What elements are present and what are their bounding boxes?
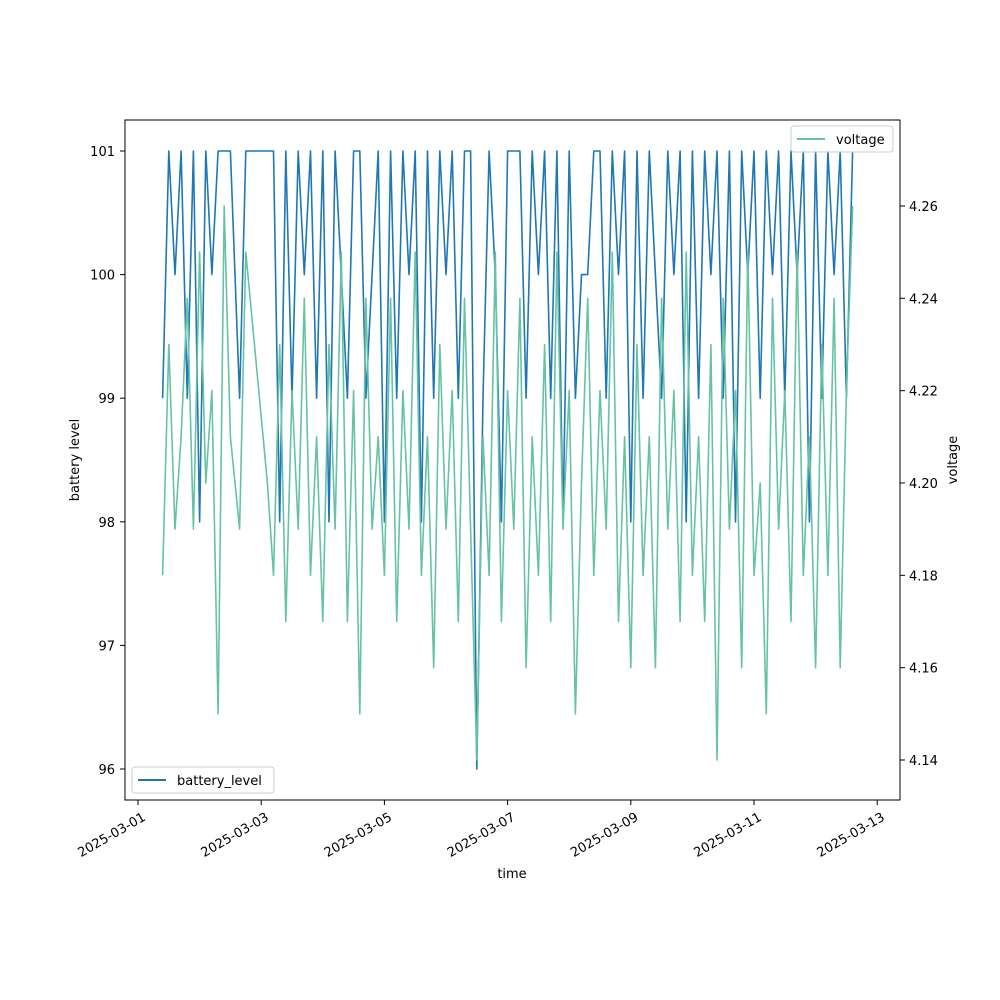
plot-frame (124, 119, 901, 801)
y-left-tick-label: 96 (98, 763, 115, 778)
x-tick-label: 2025-03-03 (199, 810, 272, 861)
y-right-tick-label: 4.26 (909, 200, 938, 215)
y-axis-left-label: battery level (68, 419, 83, 502)
y-right-tick-label: 4.18 (909, 569, 938, 584)
legend-battery-label: battery_level (177, 774, 262, 789)
y-axis-left: 96 97 98 99 100 101 (90, 145, 125, 778)
series-line-battery-level (161, 150, 854, 770)
x-axis: 2025-03-01 2025-03-03 2025-03-05 2025-03-07… (75, 800, 888, 861)
y-right-tick-label: 4.24 (909, 292, 938, 307)
x-tick-label: 2025-03-09 (568, 810, 641, 861)
y-left-tick-label: 99 (98, 392, 115, 407)
y-right-tick-label: 4.14 (909, 754, 938, 769)
x-tick-label: 2025-03-13 (815, 810, 888, 861)
y-left-tick-label: 98 (98, 516, 115, 531)
legend-voltage: voltage (790, 125, 894, 153)
y-right-tick-label: 4.16 (909, 662, 938, 677)
x-tick-label: 2025-03-07 (445, 810, 518, 861)
legend-voltage-label: voltage (836, 133, 885, 148)
y-left-tick-label: 101 (90, 145, 115, 160)
series-line-voltage (161, 205, 854, 761)
plot-lines (161, 150, 854, 770)
y-left-tick-label: 100 (90, 269, 115, 284)
y-right-tick-label: 4.22 (909, 385, 938, 400)
x-axis-label: time (497, 867, 526, 882)
x-tick-label: 2025-03-01 (75, 810, 148, 861)
legend-battery: battery_level (131, 766, 275, 794)
y-left-tick-label: 97 (98, 639, 115, 654)
y-axis-right: 4.14 4.16 4.18 4.20 4.22 4.24 4.26 (900, 200, 938, 769)
y-right-tick-label: 4.20 (909, 477, 938, 492)
x-tick-label: 2025-03-05 (322, 810, 395, 861)
y-axis-right-label: voltage (946, 436, 961, 485)
x-tick-label: 2025-03-11 (691, 810, 764, 861)
